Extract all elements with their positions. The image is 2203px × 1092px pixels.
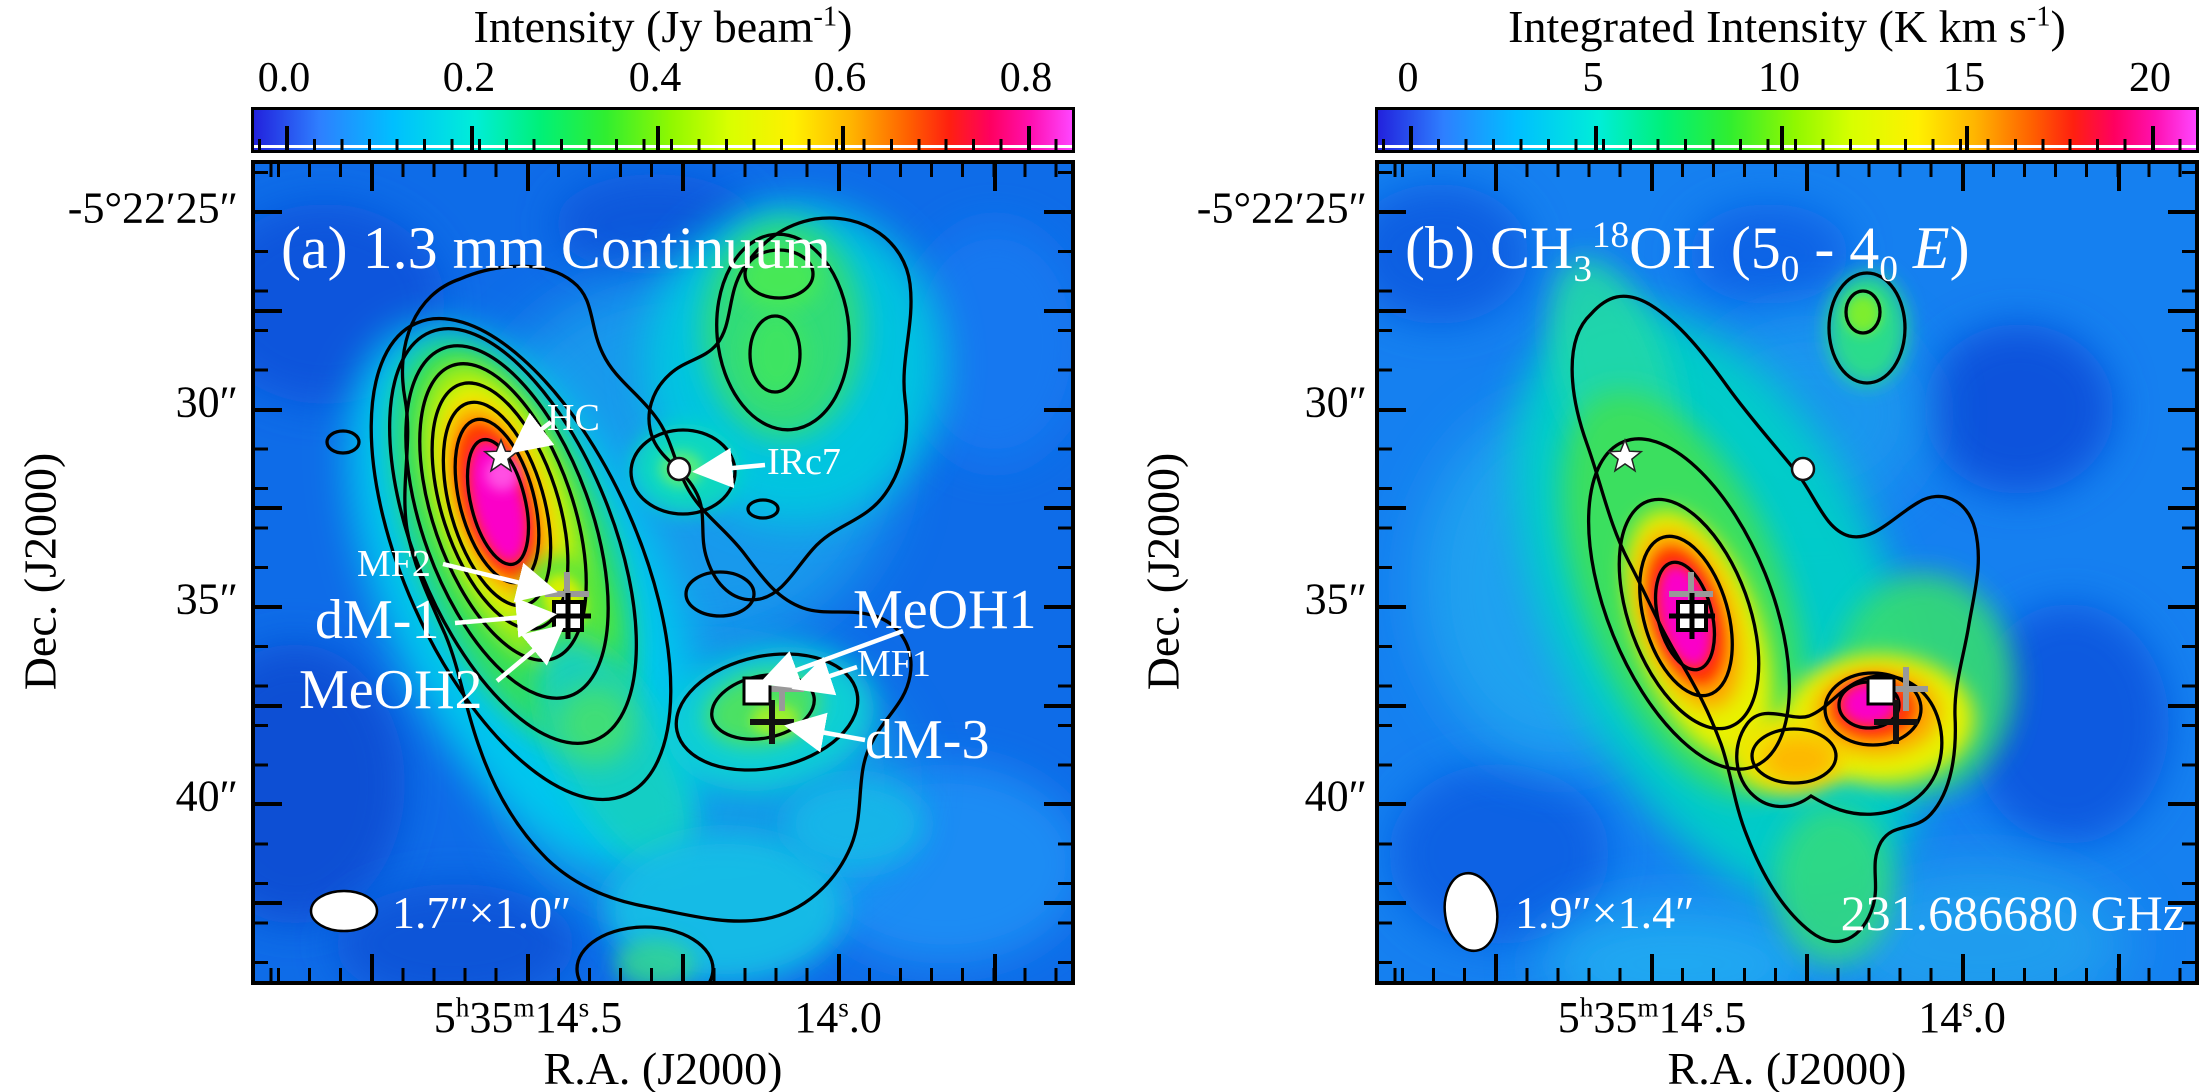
map-a-contours	[325, 216, 913, 981]
ticks-b-right	[2182, 164, 2195, 981]
ticks-a-right	[1058, 164, 1071, 981]
annotation-dm3: dM-3	[865, 709, 990, 771]
ticks-a-left	[255, 164, 268, 981]
annotation-meoh1: MeOH1	[853, 579, 1037, 641]
ticks-a-bottom	[255, 968, 1071, 981]
y-tick-30-b: 30″	[1304, 377, 1367, 427]
y-tick-40-b: 40″	[1304, 771, 1367, 821]
x-tick-14.5-a: 5h35m14s.5	[433, 992, 623, 1042]
annotation-meoh2: MeOH2	[299, 659, 483, 721]
colorbar-b-minor-ticks	[1378, 139, 2196, 150]
colorbar-b-tick-2: 10	[1758, 55, 1800, 101]
annotation-mf1: MF1	[857, 643, 931, 685]
colorbar-a-title: Intensity (Jy beam-1)	[473, 1, 853, 52]
star-marker-b	[1606, 437, 1644, 473]
annotation-arrows-a	[442, 412, 904, 753]
ticks-a-top	[255, 164, 1071, 177]
annotation-irc7: IRc7	[767, 441, 841, 483]
colorbar-a-tick-0: 0.0	[257, 55, 311, 101]
frequency-label: 231.686680 GHz	[1840, 885, 2185, 941]
annotation-hc: HC	[547, 397, 600, 439]
ticks-b-bottom	[1379, 968, 2195, 981]
colorbar-b-tick-4: 20	[2129, 55, 2171, 101]
y-tick-30-a: 30″	[175, 377, 238, 427]
y-tick-40-a: 40″	[175, 771, 238, 821]
colorbar-a-tick-2: 0.4	[628, 55, 682, 101]
ticks-b-left	[1379, 164, 1392, 981]
beam-ellipse-a	[309, 889, 379, 933]
colorbar-a	[251, 107, 1075, 153]
annotation-mf2: MF2	[357, 543, 431, 585]
panel-a-continuum-map: (a) 1.3 mm Continuum HC IRc7 MF2 dM-1 Me…	[251, 160, 1075, 985]
y-tick-25-a: -5°22′25″	[67, 183, 238, 233]
square-marker-b	[1866, 676, 1896, 706]
colorbar-b-tick-3: 15	[1943, 55, 1985, 101]
map-b-markers	[1606, 437, 1928, 744]
annotation-dm1: dM-1	[315, 589, 440, 651]
irc7-circle-marker	[666, 456, 692, 482]
colorbar-a-tick-3: 0.6	[813, 55, 867, 101]
panel-b-title: (b) CH318OH (50 - 40 E)	[1405, 215, 1970, 290]
x-axis-title-a: R.A. (J2000)	[543, 1043, 783, 1092]
colorbar-a-tick-1: 0.2	[442, 55, 496, 101]
y-tick-25-b: -5°22′25″	[1196, 183, 1367, 233]
beam-label-a: 1.7″×1.0″	[392, 887, 572, 938]
panel-a-title: (a) 1.3 mm Continuum	[281, 215, 831, 281]
colorbar-a-minor-ticks	[254, 139, 1072, 150]
black-cross-marker-b	[1874, 700, 1918, 744]
continuum-map-graphic	[255, 164, 1071, 981]
square-cross-marker-b	[1669, 593, 1715, 639]
colorbar-b-title: Integrated Intensity (K km s-1)	[1508, 1, 2066, 52]
y-axis-title-b: Dec. (J2000)	[1137, 452, 1189, 691]
meoh1-square-marker	[742, 676, 772, 706]
beam-ellipse-b	[1443, 871, 1499, 953]
circle-marker-b	[1790, 456, 1816, 482]
ticks-b-top	[1379, 164, 2195, 177]
x-tick-14.0-a: 14s.0	[794, 992, 882, 1042]
colorbar-a-tick-4: 0.8	[999, 55, 1053, 101]
methanol-map-graphic	[1379, 164, 2195, 981]
x-tick-14.0-b: 14s.0	[1918, 992, 2006, 1042]
y-axis-title-a: Dec. (J2000)	[14, 452, 66, 691]
x-axis-title-b: R.A. (J2000)	[1667, 1043, 1907, 1092]
beam-label-b: 1.9″×1.4″	[1515, 887, 1695, 938]
colorbar-b-tick-1: 5	[1582, 55, 1604, 101]
y-tick-35-b: 35″	[1304, 574, 1367, 624]
x-tick-14.5-b: 5h35m14s.5	[1557, 992, 1747, 1042]
colorbar-b-tick-0: 0	[1397, 55, 1419, 101]
colorbar-b	[1375, 107, 2199, 153]
y-tick-35-a: 35″	[175, 574, 238, 624]
panel-b-methanol-map: (b) CH318OH (50 - 40 E) 1.9″×1.4″ 231.68…	[1375, 160, 2199, 985]
